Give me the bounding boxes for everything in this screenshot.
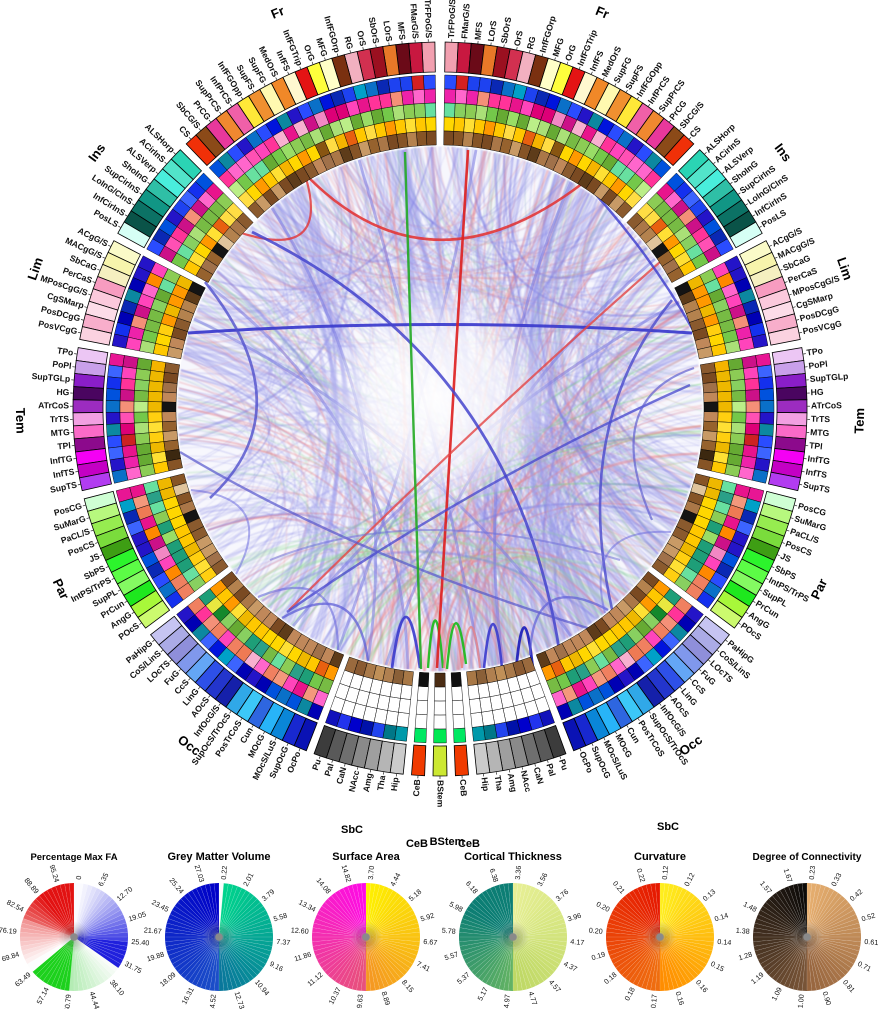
- svg-text:3.36: 3.36: [513, 865, 523, 880]
- svg-text:1.00: 1.00: [796, 994, 806, 1009]
- svg-text:12.60: 12.60: [290, 925, 309, 936]
- svg-text:9.63: 9.63: [355, 994, 365, 1009]
- svg-text:MFS: MFS: [396, 21, 408, 40]
- svg-text:ATrCoS: ATrCoS: [38, 400, 69, 410]
- svg-text:0.23: 0.23: [807, 865, 817, 880]
- svg-text:Degree of Connectivity: Degree of Connectivity: [753, 852, 862, 863]
- svg-text:Percentage Max FA: Percentage Max FA: [30, 852, 117, 863]
- svg-text:Surface Area: Surface Area: [332, 851, 400, 863]
- svg-text:0.22: 0.22: [219, 865, 229, 880]
- svg-text:0.17: 0.17: [649, 994, 659, 1009]
- svg-text:Hip: Hip: [480, 777, 492, 792]
- svg-text:21.67: 21.67: [143, 925, 162, 936]
- svg-text:MTG: MTG: [810, 427, 830, 438]
- svg-text:CeB: CeB: [458, 838, 480, 850]
- svg-text:BStem: BStem: [436, 780, 446, 808]
- svg-text:0.20: 0.20: [588, 926, 603, 936]
- svg-text:TrFPoG/S: TrFPoG/S: [446, 0, 457, 38]
- svg-text:6.67: 6.67: [423, 937, 438, 947]
- svg-text:7.37: 7.37: [276, 937, 291, 947]
- svg-text:TrTS: TrTS: [50, 414, 70, 425]
- svg-text:76.19: 76.19: [0, 925, 17, 936]
- svg-text:SbC: SbC: [341, 824, 363, 836]
- svg-text:1.38: 1.38: [735, 926, 750, 936]
- svg-text:5.78: 5.78: [441, 926, 456, 936]
- svg-text:TPl: TPl: [57, 440, 71, 451]
- svg-text:Curvature: Curvature: [634, 851, 686, 863]
- svg-text:TrTS: TrTS: [811, 414, 831, 425]
- svg-text:MTG: MTG: [50, 427, 70, 438]
- svg-text:ATrCoS: ATrCoS: [811, 400, 842, 410]
- svg-text:50.79: 50.79: [62, 994, 73, 1009]
- svg-text:HG: HG: [56, 387, 70, 398]
- svg-text:CeB: CeB: [458, 779, 469, 797]
- svg-text:SbC: SbC: [657, 821, 679, 833]
- svg-text:TrFPoG/S: TrFPoG/S: [423, 0, 434, 39]
- svg-text:Grey Matter Volume: Grey Matter Volume: [167, 851, 270, 863]
- svg-text:0.61: 0.61: [864, 937, 879, 947]
- svg-text:TPl: TPl: [809, 440, 823, 451]
- svg-text:0.14: 0.14: [717, 937, 732, 947]
- svg-text:Tem: Tem: [851, 408, 867, 434]
- svg-text:4.17: 4.17: [570, 937, 585, 947]
- svg-text:3.70: 3.70: [366, 865, 376, 880]
- svg-text:HG: HG: [810, 387, 824, 398]
- svg-text:CeB: CeB: [406, 838, 428, 850]
- svg-text:Tem: Tem: [13, 408, 29, 434]
- svg-text:4.97: 4.97: [502, 994, 512, 1009]
- svg-text:14.52: 14.52: [207, 994, 218, 1009]
- svg-text:MFS: MFS: [472, 21, 484, 40]
- svg-text:25.40: 25.40: [131, 937, 150, 948]
- svg-text:0.12: 0.12: [660, 865, 670, 880]
- svg-text:Hip: Hip: [389, 777, 401, 792]
- svg-text:0: 0: [74, 875, 83, 880]
- svg-text:CeB: CeB: [411, 779, 422, 797]
- svg-text:Cortical Thickness: Cortical Thickness: [464, 851, 562, 863]
